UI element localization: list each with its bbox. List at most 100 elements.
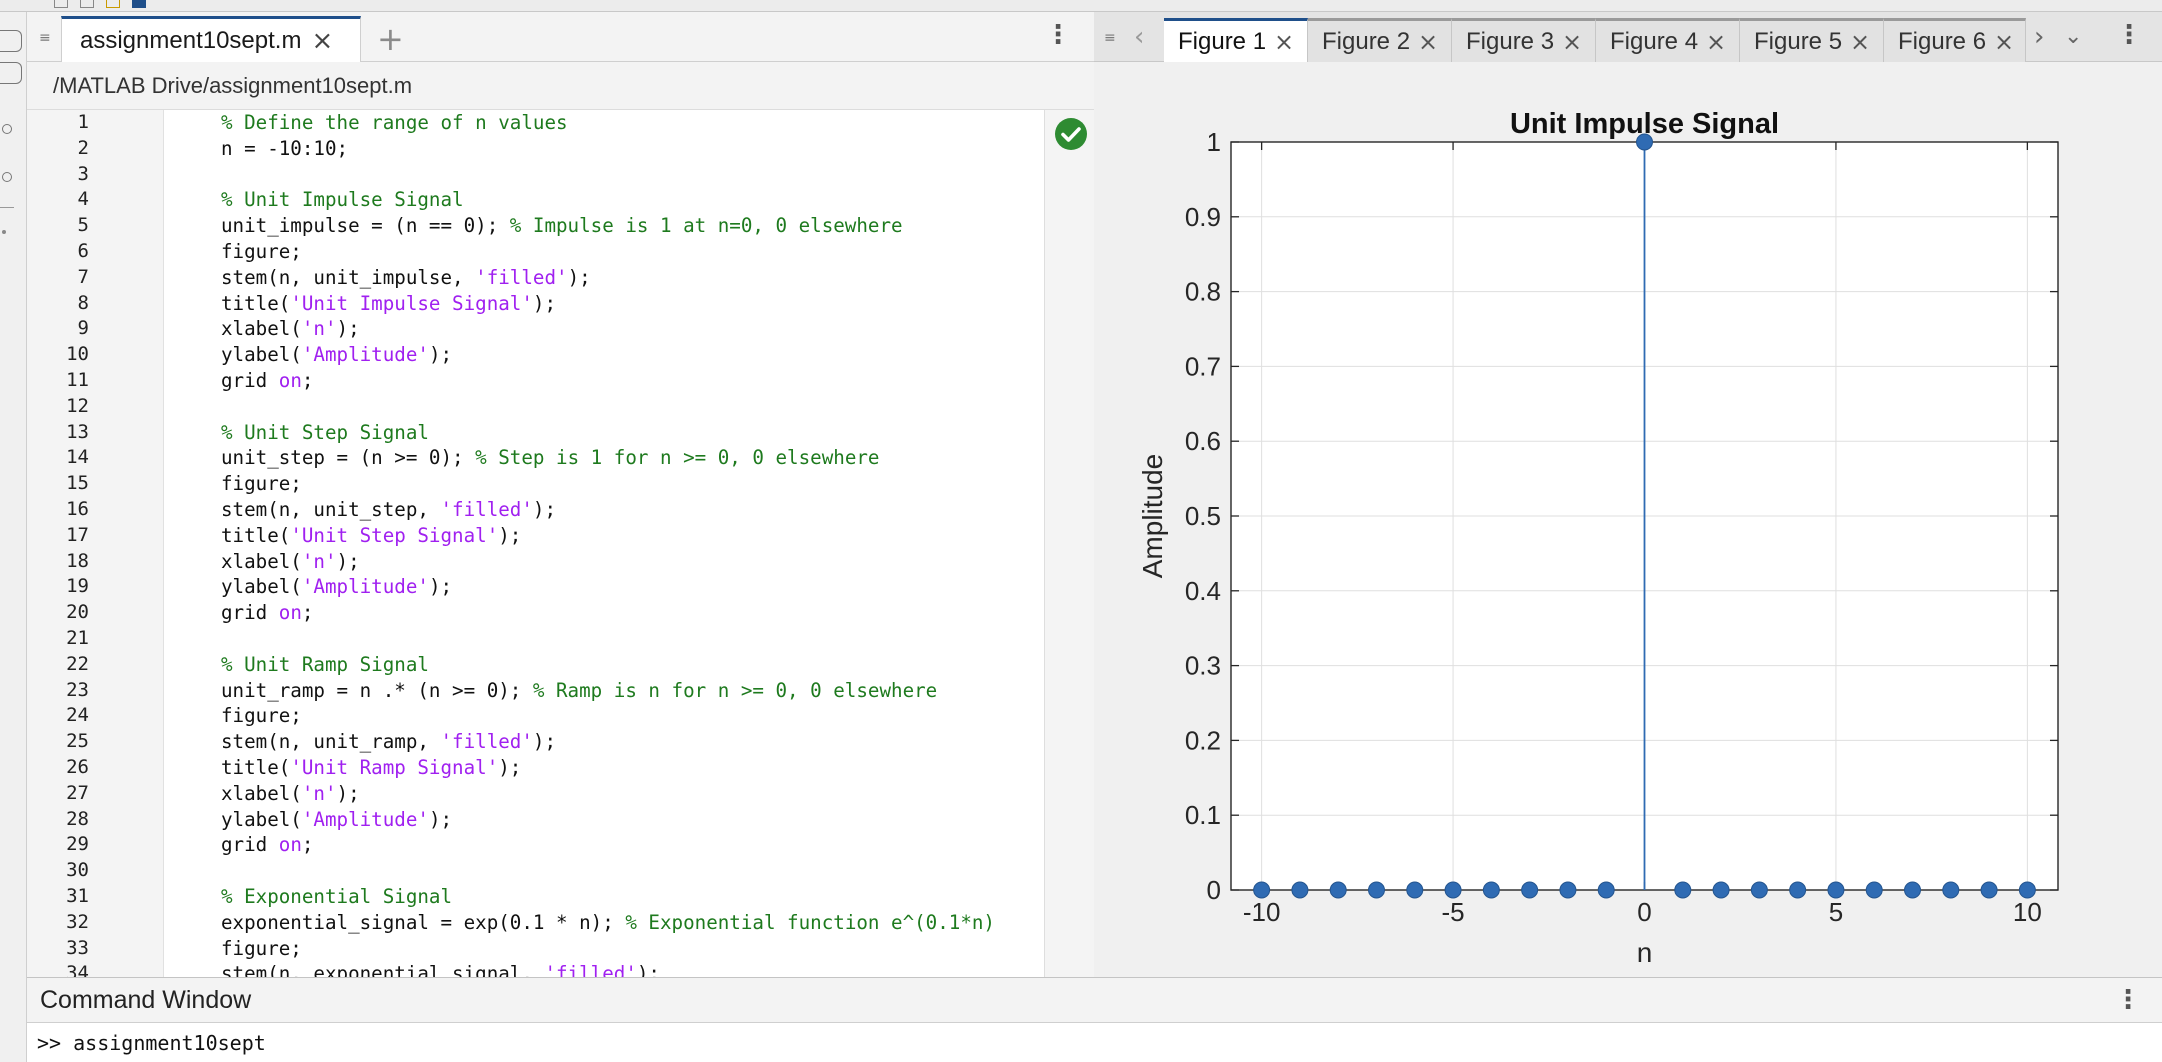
history-icon[interactable] xyxy=(2,124,12,134)
tab-figure-6[interactable]: Figure 6 × xyxy=(1884,18,2026,62)
drag-handle-icon[interactable]: ≡ xyxy=(39,30,51,46)
toolbar-icon[interactable] xyxy=(54,0,68,8)
code-line[interactable]: figure; xyxy=(221,936,302,962)
code-line[interactable]: ylabel('Amplitude'); xyxy=(221,342,452,368)
y-tick-label: 0.9 xyxy=(1185,202,1221,232)
addons-icon[interactable] xyxy=(2,172,12,182)
code-line[interactable]: title('Unit Step Signal'); xyxy=(221,523,521,549)
code-token: exponential_signal = exp(0.1 * n); xyxy=(221,910,626,934)
code-line[interactable]: ylabel('Amplitude'); xyxy=(221,574,452,600)
code-line[interactable]: stem(n, unit_step, 'filled'); xyxy=(221,497,556,523)
code-line[interactable]: stem(n, exponential_signal, 'filled'); xyxy=(221,961,660,977)
x-tick-label: -5 xyxy=(1442,897,1465,927)
code-line[interactable]: title('Unit Impulse Signal'); xyxy=(221,291,556,317)
close-icon[interactable]: × xyxy=(1274,27,1295,56)
stem-marker xyxy=(1789,881,1807,899)
y-axis-label: Amplitude xyxy=(1137,454,1168,579)
line-number: 25 xyxy=(66,730,89,753)
chevron-down-icon[interactable]: ⌄ xyxy=(2064,24,2083,49)
code-line[interactable]: % Exponential Signal xyxy=(221,884,452,910)
code-token: % Unit Ramp Signal xyxy=(221,652,429,676)
stem-marker xyxy=(1636,133,1653,151)
code-line[interactable]: grid on; xyxy=(221,832,313,858)
code-line[interactable]: unit_impulse = (n == 0); % Impulse is 1 … xyxy=(221,213,903,239)
close-icon[interactable]: × xyxy=(1706,27,1727,56)
code-line[interactable]: xlabel('n'); xyxy=(221,781,360,807)
code-line[interactable]: n = -10:10; xyxy=(221,136,348,162)
line-number: 14 xyxy=(66,446,89,469)
toolbar-icon[interactable] xyxy=(80,0,94,8)
line-number: 12 xyxy=(66,394,89,417)
code-line[interactable]: figure; xyxy=(221,471,302,497)
line-number: 23 xyxy=(66,678,89,701)
check-icon[interactable] xyxy=(1055,118,1087,150)
code-line[interactable]: % Define the range of n values xyxy=(221,110,568,136)
stem-marker xyxy=(1253,881,1271,899)
tab-figure-5[interactable]: Figure 5 × xyxy=(1740,18,1884,62)
stem-chart[interactable]: -10 -5 0 5 10 0 0.1 0.2 0.3 0.4 0.5 0.6 0.7 0.8 0.9 1 Un… xyxy=(1094,62,2162,977)
line-number: 10 xyxy=(66,343,89,366)
editor-options-icon[interactable]: ⋮ xyxy=(1045,20,1071,50)
command-window-header: Command Window ⋮ xyxy=(27,978,2162,1023)
code-line[interactable]: xlabel('n'); xyxy=(221,316,360,342)
drag-handle-icon[interactable]: ≡ xyxy=(1104,30,1116,46)
code-token: grid xyxy=(221,369,279,392)
tab-figure-2[interactable]: Figure 2 × xyxy=(1308,18,1452,62)
code-area[interactable]: 1 2 3 4 5 6 7 8 9 10 11 12 13 14 15 16 17 18 19 20 21 22 23 24 2… xyxy=(27,110,1094,977)
command-input-area[interactable]: >> assignment10sept xyxy=(27,1023,2162,1062)
code-line[interactable]: title('Unit Ramp Signal'); xyxy=(221,755,521,781)
code-line[interactable]: grid on; xyxy=(221,600,313,626)
line-number: 26 xyxy=(66,756,89,778)
code-token: ); xyxy=(336,549,360,573)
code-token: ylabel( xyxy=(221,807,302,831)
close-icon[interactable]: × xyxy=(1850,27,1871,56)
tab-figure-1[interactable]: Figure 1 × xyxy=(1164,18,1308,62)
close-icon[interactable]: × xyxy=(1418,27,1439,56)
code-token: 'Amplitude' xyxy=(301,343,429,367)
code-line[interactable]: xlabel('n'); xyxy=(221,549,360,575)
more-icon[interactable] xyxy=(2,230,6,234)
stem-marker xyxy=(1865,881,1883,899)
y-tick-label: 0.7 xyxy=(1185,351,1221,381)
code-line[interactable]: grid on; xyxy=(221,368,313,394)
chevron-right-icon[interactable]: › xyxy=(2034,22,2045,52)
line-number: 8 xyxy=(77,291,89,314)
files-panel-icon[interactable] xyxy=(0,30,22,52)
app-icon[interactable] xyxy=(132,0,146,8)
code-line[interactable]: % Unit Ramp Signal xyxy=(221,652,429,678)
add-tab-icon[interactable]: + xyxy=(377,20,404,58)
code-token: % Unit Step Signal xyxy=(221,420,429,444)
close-icon[interactable]: × xyxy=(1562,27,1583,56)
code-line[interactable]: stem(n, unit_impulse, 'filled'); xyxy=(221,265,591,291)
line-number: 21 xyxy=(66,627,89,649)
code-line[interactable]: % Unit Impulse Signal xyxy=(221,187,464,213)
code-line[interactable]: unit_ramp = n .* (n >= 0); % Ramp is n f… xyxy=(221,678,937,704)
tab-figure-4[interactable]: Figure 4 × xyxy=(1596,18,1740,62)
code-line[interactable]: exponential_signal = exp(0.1 * n); % Exp… xyxy=(221,910,995,936)
close-icon[interactable]: × xyxy=(1994,27,2015,56)
tab-figure-3[interactable]: Figure 3 × xyxy=(1452,18,1596,62)
workspace-panel-icon[interactable] xyxy=(0,62,22,84)
code-token: 'filled' xyxy=(440,730,533,754)
plot-area[interactable]: -10 -5 0 5 10 0 0.1 0.2 0.3 0.4 0.5 0.6 0.7 0.8 0.9 1 Un… xyxy=(1094,62,2162,977)
line-number: 31 xyxy=(66,885,89,907)
chevron-left-icon[interactable]: ‹ xyxy=(1134,22,1145,52)
code-token: 'Amplitude' xyxy=(301,807,429,831)
code-text[interactable]: % Define the range of n values n = -10:10… xyxy=(164,110,1044,977)
figure-options-icon[interactable]: ⋮ xyxy=(2116,20,2142,50)
stem-marker xyxy=(1291,881,1309,899)
folder-icon[interactable] xyxy=(106,0,120,8)
code-line[interactable]: % Unit Step Signal xyxy=(221,420,429,446)
code-line[interactable]: unit_step = (n >= 0); % Step is 1 for n … xyxy=(221,445,879,471)
code-line[interactable]: stem(n, unit_ramp, 'filled'); xyxy=(221,729,556,755)
code-line[interactable]: figure; xyxy=(221,703,302,729)
editor-file-tab[interactable]: assignment10sept.m × xyxy=(61,16,361,62)
code-token: title( xyxy=(221,291,291,315)
code-line[interactable]: ylabel('Amplitude'); xyxy=(221,807,452,833)
command-options-icon[interactable]: ⋮ xyxy=(2115,985,2141,1015)
code-token: figure; xyxy=(221,240,302,263)
close-icon[interactable]: × xyxy=(311,25,334,56)
code-token: ); xyxy=(498,523,522,547)
code-line[interactable]: figure; xyxy=(221,239,302,265)
figure-tab-label: Figure 4 xyxy=(1610,27,1699,55)
